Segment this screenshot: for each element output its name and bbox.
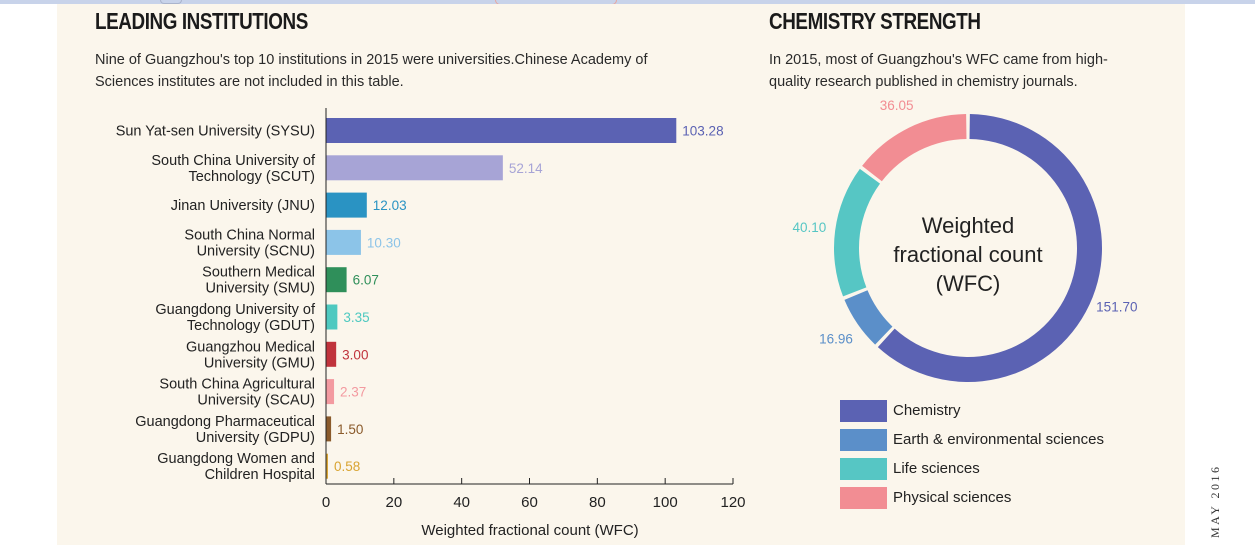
x-tick-label: 40	[453, 494, 470, 511]
category-label: Southern Medical	[202, 265, 315, 281]
x-axis-title: Weighted fractional count (WFC)	[421, 522, 638, 539]
category-label: South China Agricultural	[159, 377, 315, 393]
bar-value-label: 1.50	[337, 422, 363, 437]
category-label: Guangdong Women and	[157, 451, 315, 467]
legend-item: Life sciences	[840, 458, 1160, 480]
donut-slice-1	[844, 290, 893, 345]
legend-item: Chemistry	[840, 400, 1160, 422]
bar-8	[326, 416, 332, 442]
donut-slice-2	[833, 168, 881, 297]
top-border	[0, 0, 1255, 4]
donut-center-label: Weighted	[922, 213, 1015, 238]
description-line: Sciences institutes are not included in …	[95, 74, 404, 90]
bar-1	[326, 155, 503, 181]
category-label: University (GMU)	[204, 355, 315, 371]
category-label: Technology (GDUT)	[187, 318, 315, 334]
donut-center-label: fractional count	[893, 242, 1042, 267]
legend-label: Life sciences	[893, 460, 980, 477]
bar-7	[326, 379, 335, 405]
category-label: University (SCNU)	[197, 243, 315, 259]
legend-swatch	[840, 458, 887, 480]
bar-5	[326, 304, 338, 330]
category-label: University (SMU)	[205, 281, 315, 297]
bar-value-label: 2.37	[340, 385, 366, 400]
x-tick-label: 100	[653, 494, 678, 511]
bar-value-label: 12.03	[373, 198, 407, 213]
bar-6	[326, 341, 337, 367]
slice-value-label: 151.70	[1096, 300, 1137, 315]
category-label: Sun Yat-sen University (SYSU)	[116, 124, 315, 140]
category-label: Guangdong University of	[155, 302, 316, 318]
bar-4	[326, 267, 347, 293]
legend-label: Earth & environmental sciences	[893, 431, 1104, 448]
leading-institutions-description: Nine of Guangzhou's top 10 institutions …	[95, 49, 647, 93]
bar-value-label: 52.14	[509, 161, 543, 176]
legend-swatch	[840, 429, 887, 451]
figure-panel	[57, 4, 1185, 545]
legend-item: Physical sciences	[840, 487, 1160, 509]
slice-value-label: 36.05	[880, 98, 914, 113]
description-line: In 2015, most of Guangzhou's WFC came fr…	[769, 52, 1108, 68]
bar-value-label: 0.58	[334, 459, 360, 474]
chemistry-strength-title: CHEMISTRY STRENGTH	[769, 8, 981, 34]
category-label: Jinan University (JNU)	[171, 198, 315, 214]
donut-slice-0	[877, 114, 1102, 382]
category-label: Guangdong Pharmaceutical	[135, 414, 315, 430]
bar-0	[326, 118, 677, 143]
description-line: quality research published in chemistry …	[769, 74, 1078, 90]
bar-value-label: 103.28	[682, 124, 723, 139]
legend-swatch	[840, 400, 887, 422]
x-tick-label: 60	[521, 494, 538, 511]
legend-label: Chemistry	[893, 402, 961, 419]
bar-value-label: 3.00	[342, 347, 368, 362]
category-label: University (GDPU)	[196, 430, 315, 446]
donut-slice-3	[862, 114, 967, 182]
bar-9	[326, 453, 328, 479]
x-tick-label: 80	[589, 494, 606, 511]
bar-value-label: 6.07	[353, 273, 379, 288]
category-label: Guangzhou Medical	[186, 339, 315, 355]
category-label: South China University of	[151, 153, 316, 169]
description-line: Nine of Guangzhou's top 10 institutions …	[95, 52, 648, 68]
x-tick-label: 0	[322, 494, 330, 511]
bar-2	[326, 192, 367, 218]
leading-institutions-title: LEADING INSTITUTIONS	[95, 8, 308, 34]
bar-value-label: 3.35	[343, 310, 369, 325]
category-label: Children Hospital	[205, 467, 315, 483]
legend-label: Physical sciences	[893, 489, 1012, 506]
x-tick-label: 120	[720, 494, 745, 511]
bar-3	[326, 229, 361, 255]
legend-swatch	[840, 487, 887, 509]
category-label: South China Normal	[184, 227, 315, 243]
donut-center-label: (WFC)	[936, 271, 1001, 296]
chemistry-strength-description: In 2015, most of Guangzhou's WFC came fr…	[769, 49, 1108, 93]
category-label: Technology (SCUT)	[188, 169, 315, 185]
legend-item: Earth & environmental sciences	[840, 429, 1160, 451]
bar-value-label: 10.30	[367, 235, 401, 250]
x-tick-label: 20	[385, 494, 402, 511]
slice-value-label: 40.10	[792, 220, 826, 235]
issue-date: MAY 2016	[1208, 464, 1222, 538]
category-label: University (SCAU)	[197, 393, 315, 409]
slice-value-label: 16.96	[819, 332, 853, 347]
